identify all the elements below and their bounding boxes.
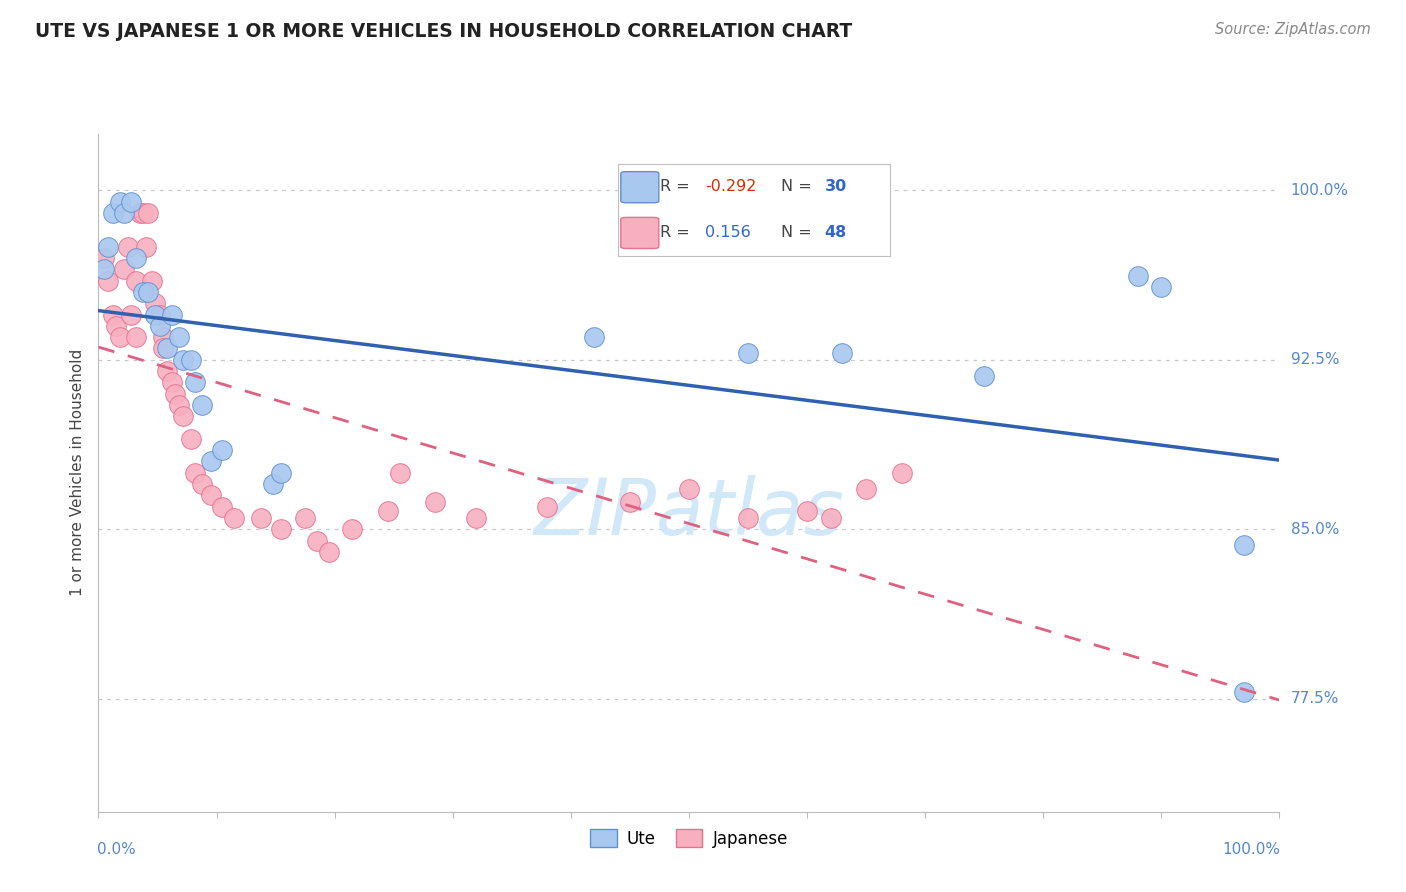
Point [973, 368, 995, 383]
Text: N =: N = [782, 179, 811, 194]
Text: 85.0%: 85.0% [1291, 522, 1339, 537]
Text: 48: 48 [824, 225, 846, 240]
Text: R =: R = [661, 225, 690, 240]
Point [796, 504, 818, 518]
Point [1233, 538, 1256, 552]
Point [262, 477, 284, 491]
Point [270, 466, 292, 480]
Point [143, 308, 166, 322]
Point [737, 511, 759, 525]
Point [294, 511, 316, 525]
Point [135, 240, 157, 254]
Point [152, 342, 174, 356]
FancyBboxPatch shape [621, 218, 659, 249]
Text: -0.292: -0.292 [704, 179, 756, 194]
Text: UTE VS JAPANESE 1 OR MORE VEHICLES IN HOUSEHOLD CORRELATION CHART: UTE VS JAPANESE 1 OR MORE VEHICLES IN HO… [35, 22, 852, 41]
Point [112, 262, 135, 277]
Point [167, 330, 190, 344]
Point [1126, 269, 1149, 284]
Point [125, 251, 148, 265]
Point [97, 240, 120, 254]
Point [250, 511, 273, 525]
Point [97, 274, 120, 288]
Y-axis label: 1 or more Vehicles in Household: 1 or more Vehicles in Household [70, 349, 86, 597]
Point [423, 495, 446, 509]
Point [143, 296, 166, 310]
Point [93, 262, 115, 277]
Point [270, 522, 292, 536]
Point [108, 330, 131, 344]
Point [855, 482, 877, 496]
Point [200, 454, 222, 468]
Point [619, 495, 641, 509]
Point [121, 194, 143, 209]
Point [890, 466, 912, 480]
Point [149, 308, 172, 322]
Text: ZIPatlas: ZIPatlas [533, 475, 845, 551]
Point [184, 466, 207, 480]
Point [105, 318, 128, 333]
Point [200, 488, 222, 502]
Point [101, 206, 124, 220]
Point [678, 482, 700, 496]
Point [536, 500, 558, 514]
Point [172, 409, 194, 424]
Point [465, 511, 488, 525]
Point [136, 285, 159, 299]
Point [180, 432, 202, 446]
Point [156, 342, 179, 356]
Text: R =: R = [661, 179, 690, 194]
Point [152, 330, 174, 344]
Point [388, 466, 411, 480]
Point [318, 545, 340, 559]
Point [108, 194, 131, 209]
Point [305, 533, 328, 548]
Point [112, 206, 135, 220]
Point [1233, 685, 1256, 699]
Point [184, 376, 207, 390]
FancyBboxPatch shape [621, 171, 659, 202]
Point [583, 330, 606, 344]
Point [180, 352, 202, 367]
Point [136, 206, 159, 220]
Point [156, 364, 179, 378]
Text: 30: 30 [824, 179, 846, 194]
Text: Source: ZipAtlas.com: Source: ZipAtlas.com [1215, 22, 1371, 37]
Point [165, 386, 187, 401]
Point [121, 308, 143, 322]
Point [132, 206, 155, 220]
Point [211, 500, 233, 514]
Point [342, 522, 364, 536]
Point [132, 285, 155, 299]
Point [377, 504, 399, 518]
Point [149, 318, 172, 333]
Point [211, 443, 233, 458]
Point [191, 398, 214, 412]
Point [1150, 280, 1173, 294]
Text: 77.5%: 77.5% [1291, 691, 1339, 706]
Point [125, 274, 148, 288]
Point [160, 308, 183, 322]
Point [141, 274, 163, 288]
Text: N =: N = [782, 225, 811, 240]
Point [160, 376, 183, 390]
Text: 0.0%: 0.0% [97, 842, 136, 857]
Text: 100.0%: 100.0% [1291, 183, 1348, 198]
Point [224, 511, 246, 525]
Point [191, 477, 214, 491]
Text: 92.5%: 92.5% [1291, 352, 1339, 368]
Point [172, 352, 194, 367]
Point [737, 346, 759, 360]
Point [167, 398, 190, 412]
Legend: Ute, Japanese: Ute, Japanese [583, 822, 794, 855]
Point [93, 251, 115, 265]
Point [831, 346, 853, 360]
Point [128, 206, 150, 220]
Point [101, 308, 124, 322]
Text: 0.156: 0.156 [704, 225, 751, 240]
Point [820, 511, 842, 525]
Point [117, 240, 139, 254]
Text: 100.0%: 100.0% [1223, 842, 1281, 857]
Point [125, 330, 148, 344]
